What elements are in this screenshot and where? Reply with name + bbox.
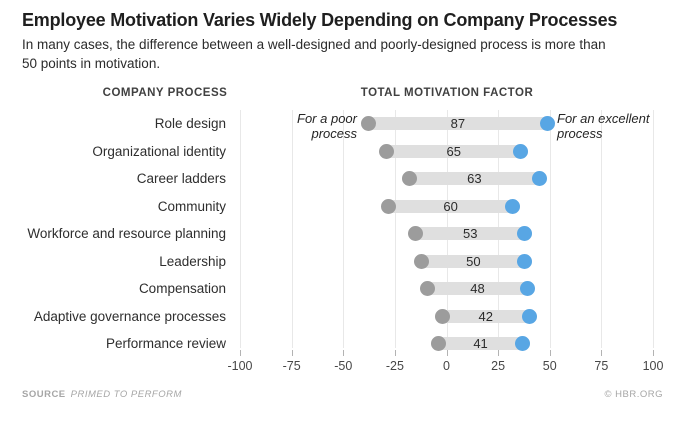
excellent-process-dot xyxy=(513,143,529,159)
axis-tick-label: 50 xyxy=(542,359,557,373)
axis-tick-label: 25 xyxy=(491,359,506,373)
bar-value-label: 50 xyxy=(466,253,481,269)
category-label: Adaptive governance processes xyxy=(33,308,226,324)
bar-value-label: 87 xyxy=(450,116,466,131)
column-header-company-process: COMPANY PROCESS xyxy=(102,87,228,99)
axis-tick xyxy=(446,350,448,356)
axis-tick-label: 100 xyxy=(642,359,664,373)
poor-process-dot xyxy=(381,198,397,214)
dumbbell-row: 63 xyxy=(240,165,653,193)
chart-subtitle: In many cases, the difference between a … xyxy=(22,37,606,71)
footer: SOURCE PRIMED TO PERFORM © HBR.ORG xyxy=(22,389,663,400)
dumbbell-bar xyxy=(431,337,530,350)
gridline xyxy=(240,110,241,348)
category-label: Performance review xyxy=(105,336,226,352)
category-label: Workforce and resource planning xyxy=(27,226,226,242)
bar-value-label: 65 xyxy=(446,143,461,159)
bar-value-label: 60 xyxy=(443,198,458,214)
excellent-process-dot xyxy=(519,281,535,296)
source-value: PRIMED TO PERFORM xyxy=(70,389,182,400)
axis-tick xyxy=(549,350,551,356)
excellent-process-dot xyxy=(517,226,533,241)
dumbbell-bar xyxy=(402,172,547,185)
page-title: Employee Motivation Varies Widely Depend… xyxy=(22,10,618,30)
axis-tick xyxy=(394,350,396,356)
axis-tick-label: -50 xyxy=(334,359,353,373)
dumbbell-bar xyxy=(381,199,520,213)
axis-tick xyxy=(240,350,241,356)
dumbbell-bar xyxy=(414,254,532,268)
dumbbell-row: 65 xyxy=(240,138,653,166)
dumbbell-bar xyxy=(435,309,537,323)
bar-value-label: 42 xyxy=(478,308,493,324)
dumbbell-plot: -100 -75 -50 -25 0 25 50 75 100 87 65 63 60 53 50 48 42 4… xyxy=(227,110,663,373)
gridline xyxy=(549,110,551,348)
hbr-credit: © HBR.ORG xyxy=(604,389,663,400)
dumbbell-row: 42 xyxy=(240,303,653,331)
category-labels: Role design Organizational identity Career… xyxy=(0,110,226,358)
dumbbell-row: 60 xyxy=(240,193,653,221)
excellent-process-dot xyxy=(505,198,521,214)
axis-tick-label: -75 xyxy=(282,359,301,373)
axis-tick xyxy=(601,350,603,356)
excellent-process-dot xyxy=(517,253,533,269)
dumbbell-bar xyxy=(361,117,555,130)
axis-tick xyxy=(498,350,500,356)
poor-process-dot xyxy=(430,336,446,351)
axis-tick-label: 0 xyxy=(443,359,450,373)
poor-process-dot xyxy=(360,116,376,131)
dumbbell-bar xyxy=(420,282,535,295)
excellent-process-dot xyxy=(515,336,531,351)
category-label: Role design xyxy=(154,116,226,132)
dumbbell-bar xyxy=(379,144,528,158)
axis-tick-label: -100 xyxy=(227,359,253,373)
dumbbell-bar xyxy=(408,227,532,240)
gridline xyxy=(653,110,654,348)
bar-value-label: 48 xyxy=(470,281,485,296)
annotation-excellent-process: For an excellent process xyxy=(557,111,650,141)
excellent-process-dot xyxy=(521,308,537,324)
axis-tick xyxy=(291,350,293,356)
poor-process-dot xyxy=(408,226,424,241)
gridline xyxy=(601,110,603,348)
poor-process-dot xyxy=(434,308,450,324)
dumbbell-row: 87 xyxy=(240,110,653,138)
excellent-process-dot xyxy=(531,171,547,186)
gridline xyxy=(394,110,396,348)
bar-value-label: 41 xyxy=(473,336,488,351)
axis-tick xyxy=(653,350,654,356)
poor-process-dot xyxy=(401,171,417,186)
gridline xyxy=(343,110,345,348)
poor-process-dot xyxy=(414,253,430,269)
dumbbell-row: 50 xyxy=(240,248,653,276)
category-label: Organizational identity xyxy=(92,143,226,159)
annotation-poor-process: For a poor process xyxy=(297,111,357,141)
dumbbell-row: 41 xyxy=(240,330,653,358)
poor-process-dot xyxy=(420,281,436,296)
source-label: SOURCE xyxy=(22,389,66,400)
axis-tick-label: -25 xyxy=(385,359,404,373)
excellent-process-dot xyxy=(540,116,556,131)
column-header-total-motivation-factor: TOTAL MOTIVATION FACTOR xyxy=(360,87,534,99)
bar-value-label: 53 xyxy=(463,226,478,241)
poor-process-dot xyxy=(379,143,395,159)
gridline xyxy=(291,110,293,348)
category-label: Compensation xyxy=(138,281,226,297)
category-label: Leadership xyxy=(159,253,226,269)
dumbbell-row: 48 xyxy=(240,275,653,303)
category-label: Career ladders xyxy=(136,171,226,187)
category-label: Community xyxy=(157,198,226,214)
dumbbell-row: 53 xyxy=(240,220,653,248)
bar-value-label: 63 xyxy=(467,171,482,186)
axis-tick-label: 75 xyxy=(594,359,609,373)
axis-tick xyxy=(343,350,345,356)
